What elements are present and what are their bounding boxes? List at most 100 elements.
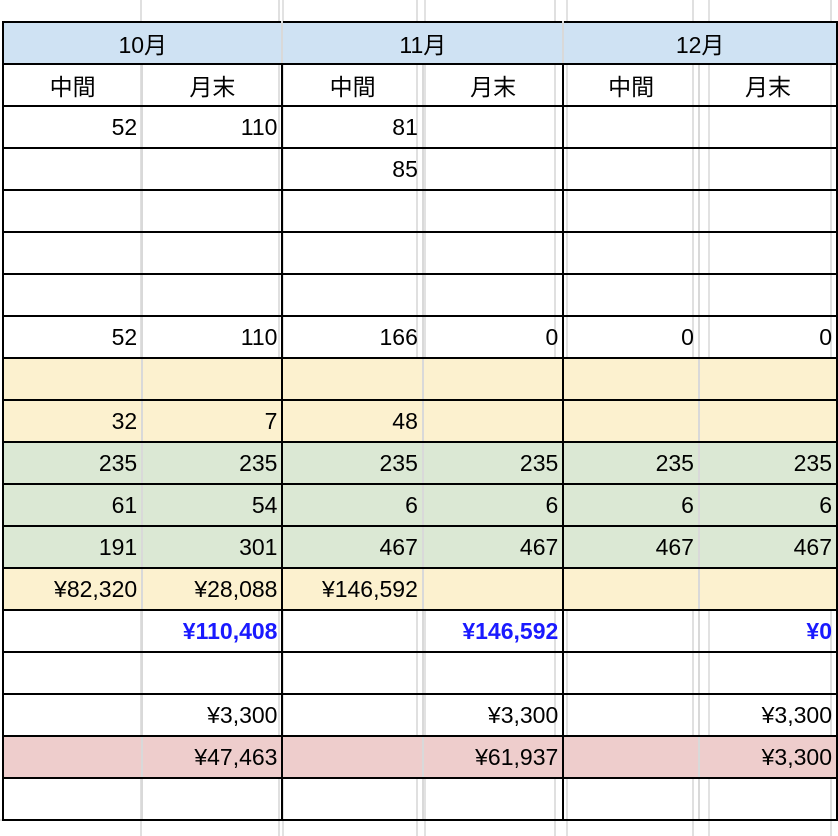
table-cell[interactable]: ¥3,300 xyxy=(141,693,284,737)
table-cell[interactable]: 48 xyxy=(281,399,424,443)
table-cell[interactable] xyxy=(141,189,284,233)
table-cell[interactable]: 235 xyxy=(1,441,144,485)
subheader-cell[interactable]: 中間 xyxy=(562,63,700,107)
table-cell[interactable] xyxy=(1,777,144,821)
table-cell[interactable] xyxy=(562,567,700,611)
table-cell[interactable] xyxy=(281,651,424,695)
table-cell[interactable]: ¥47,463 xyxy=(141,735,284,779)
table-cell[interactable] xyxy=(697,189,838,233)
subheader-cell[interactable]: 中間 xyxy=(281,63,424,107)
table-cell[interactable]: 235 xyxy=(697,441,838,485)
table-cell[interactable]: ¥110,408 xyxy=(141,609,284,653)
table-cell[interactable] xyxy=(281,231,424,275)
table-cell[interactable]: ¥0 xyxy=(697,609,838,653)
table-cell[interactable]: 6 xyxy=(281,483,424,527)
table-cell[interactable] xyxy=(421,231,565,275)
table-cell[interactable] xyxy=(697,231,838,275)
table-cell[interactable]: ¥28,088 xyxy=(141,567,284,611)
table-cell[interactable] xyxy=(421,273,565,317)
table-cell[interactable] xyxy=(1,735,144,779)
table-cell[interactable]: 6 xyxy=(697,483,838,527)
table-cell[interactable]: 81 xyxy=(281,105,424,149)
table-cell[interactable]: 467 xyxy=(562,525,700,569)
table-cell[interactable]: ¥146,592 xyxy=(281,567,424,611)
table-cell[interactable] xyxy=(562,357,700,401)
table-cell[interactable] xyxy=(281,273,424,317)
table-cell[interactable] xyxy=(697,147,838,191)
table-cell[interactable]: 0 xyxy=(421,315,565,359)
table-cell[interactable] xyxy=(141,273,284,317)
table-cell[interactable]: ¥146,592 xyxy=(421,609,565,653)
table-cell[interactable] xyxy=(421,777,565,821)
table-cell[interactable]: 191 xyxy=(1,525,144,569)
table-cell[interactable] xyxy=(141,147,284,191)
table-cell[interactable]: 235 xyxy=(141,441,284,485)
table-cell[interactable] xyxy=(1,273,144,317)
table-cell[interactable] xyxy=(281,357,424,401)
table-cell[interactable] xyxy=(562,735,700,779)
table-cell[interactable] xyxy=(281,189,424,233)
table-cell[interactable] xyxy=(281,777,424,821)
table-cell[interactable] xyxy=(421,147,565,191)
table-cell[interactable] xyxy=(697,273,838,317)
table-cell[interactable] xyxy=(562,693,700,737)
table-cell[interactable] xyxy=(1,231,144,275)
table-cell[interactable]: 7 xyxy=(141,399,284,443)
table-cell[interactable]: 110 xyxy=(141,315,284,359)
table-cell[interactable]: ¥82,320 xyxy=(1,567,144,611)
table-cell[interactable] xyxy=(697,399,838,443)
table-cell[interactable]: 6 xyxy=(562,483,700,527)
table-cell[interactable] xyxy=(421,357,565,401)
table-cell[interactable] xyxy=(697,567,838,611)
table-cell[interactable]: 85 xyxy=(281,147,424,191)
table-cell[interactable]: 467 xyxy=(697,525,838,569)
table-cell[interactable]: ¥3,300 xyxy=(421,693,565,737)
table-cell[interactable] xyxy=(141,651,284,695)
subheader-cell[interactable]: 月末 xyxy=(421,63,565,107)
table-cell[interactable] xyxy=(141,357,284,401)
table-cell[interactable] xyxy=(141,231,284,275)
table-cell[interactable]: 52 xyxy=(1,315,144,359)
table-cell[interactable] xyxy=(421,105,565,149)
table-cell[interactable] xyxy=(1,147,144,191)
table-cell[interactable]: 166 xyxy=(281,315,424,359)
table-cell[interactable] xyxy=(421,399,565,443)
table-cell[interactable]: 52 xyxy=(1,105,144,149)
table-cell[interactable] xyxy=(562,651,700,695)
table-cell[interactable] xyxy=(562,231,700,275)
table-cell[interactable]: 235 xyxy=(562,441,700,485)
table-cell[interactable] xyxy=(562,273,700,317)
table-cell[interactable]: 235 xyxy=(421,441,565,485)
table-cell[interactable] xyxy=(281,693,424,737)
table-cell[interactable]: 235 xyxy=(281,441,424,485)
table-cell[interactable] xyxy=(1,693,144,737)
month-header-cell[interactable]: 12月 xyxy=(562,21,838,65)
table-cell[interactable] xyxy=(421,189,565,233)
month-header-cell[interactable]: 10月 xyxy=(1,21,284,65)
table-cell[interactable] xyxy=(421,651,565,695)
table-cell[interactable] xyxy=(141,777,284,821)
table-cell[interactable] xyxy=(562,777,700,821)
subheader-cell[interactable]: 月末 xyxy=(141,63,284,107)
table-cell[interactable]: 61 xyxy=(1,483,144,527)
table-cell[interactable] xyxy=(697,105,838,149)
table-cell[interactable] xyxy=(1,189,144,233)
table-cell[interactable] xyxy=(562,609,700,653)
subheader-cell[interactable]: 中間 xyxy=(1,63,144,107)
subheader-cell[interactable]: 月末 xyxy=(697,63,838,107)
table-cell[interactable]: 6 xyxy=(421,483,565,527)
table-cell[interactable]: 110 xyxy=(141,105,284,149)
table-cell[interactable] xyxy=(697,357,838,401)
table-cell[interactable]: 301 xyxy=(141,525,284,569)
table-cell[interactable]: 54 xyxy=(141,483,284,527)
table-cell[interactable] xyxy=(562,147,700,191)
table-cell[interactable] xyxy=(421,567,565,611)
table-cell[interactable] xyxy=(281,735,424,779)
table-cell[interactable] xyxy=(281,609,424,653)
table-cell[interactable]: 467 xyxy=(421,525,565,569)
table-cell[interactable]: 32 xyxy=(1,399,144,443)
table-cell[interactable] xyxy=(697,651,838,695)
table-cell[interactable]: ¥61,937 xyxy=(421,735,565,779)
table-cell[interactable] xyxy=(1,651,144,695)
table-cell[interactable] xyxy=(562,189,700,233)
